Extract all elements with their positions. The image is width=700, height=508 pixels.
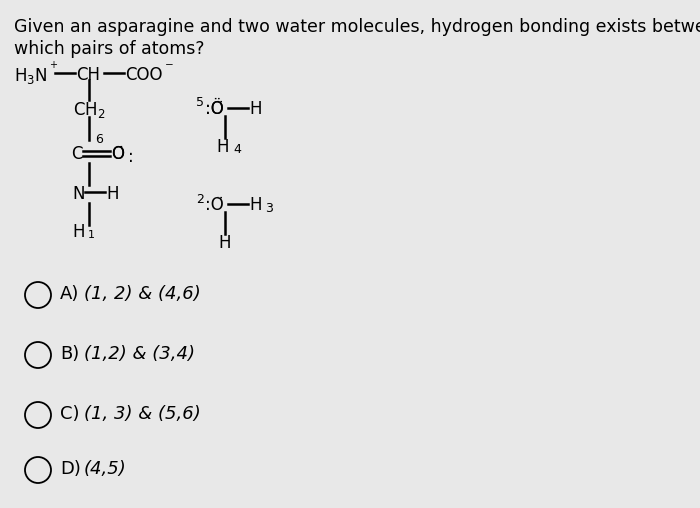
Text: B): B) [60, 345, 79, 363]
Text: :Ö: :Ö [205, 100, 224, 118]
Text: (1, 2) & (4,6): (1, 2) & (4,6) [84, 285, 201, 303]
Text: H: H [72, 223, 85, 241]
Text: (1, 3) & (5,6): (1, 3) & (5,6) [84, 405, 201, 423]
Text: C): C) [60, 405, 80, 423]
Text: (4,5): (4,5) [84, 460, 127, 478]
Text: H$_3$N: H$_3$N [14, 66, 48, 86]
Text: +: + [49, 60, 57, 70]
Text: 2: 2 [196, 193, 204, 206]
Text: H: H [249, 196, 262, 214]
Text: COO: COO [125, 66, 162, 84]
Text: −: − [165, 60, 174, 70]
Text: 6: 6 [95, 133, 103, 146]
Text: A): A) [60, 285, 79, 303]
Text: Ö: Ö [111, 145, 124, 163]
Text: 1: 1 [88, 230, 95, 240]
Text: D): D) [60, 460, 81, 478]
Text: N: N [72, 185, 85, 203]
Text: H: H [106, 185, 118, 203]
Text: which pairs of atoms?: which pairs of atoms? [14, 40, 204, 58]
Text: 3: 3 [265, 202, 273, 215]
Text: O: O [111, 145, 124, 163]
Text: 5: 5 [196, 96, 204, 109]
Text: H: H [216, 138, 228, 156]
Text: :Ö: :Ö [205, 100, 224, 118]
Text: CH: CH [76, 66, 100, 84]
Text: CH$_2$: CH$_2$ [73, 100, 106, 120]
Text: Given an asparagine and two water molecules, hydrogen bonding exists between: Given an asparagine and two water molecu… [14, 18, 700, 36]
Text: 4: 4 [233, 143, 241, 156]
Text: C: C [71, 145, 83, 163]
Text: (1,2) & (3,4): (1,2) & (3,4) [84, 345, 195, 363]
Text: :Ö: :Ö [205, 196, 224, 214]
Text: H: H [218, 234, 230, 252]
Text: :: : [128, 148, 134, 166]
Text: H: H [249, 100, 262, 118]
